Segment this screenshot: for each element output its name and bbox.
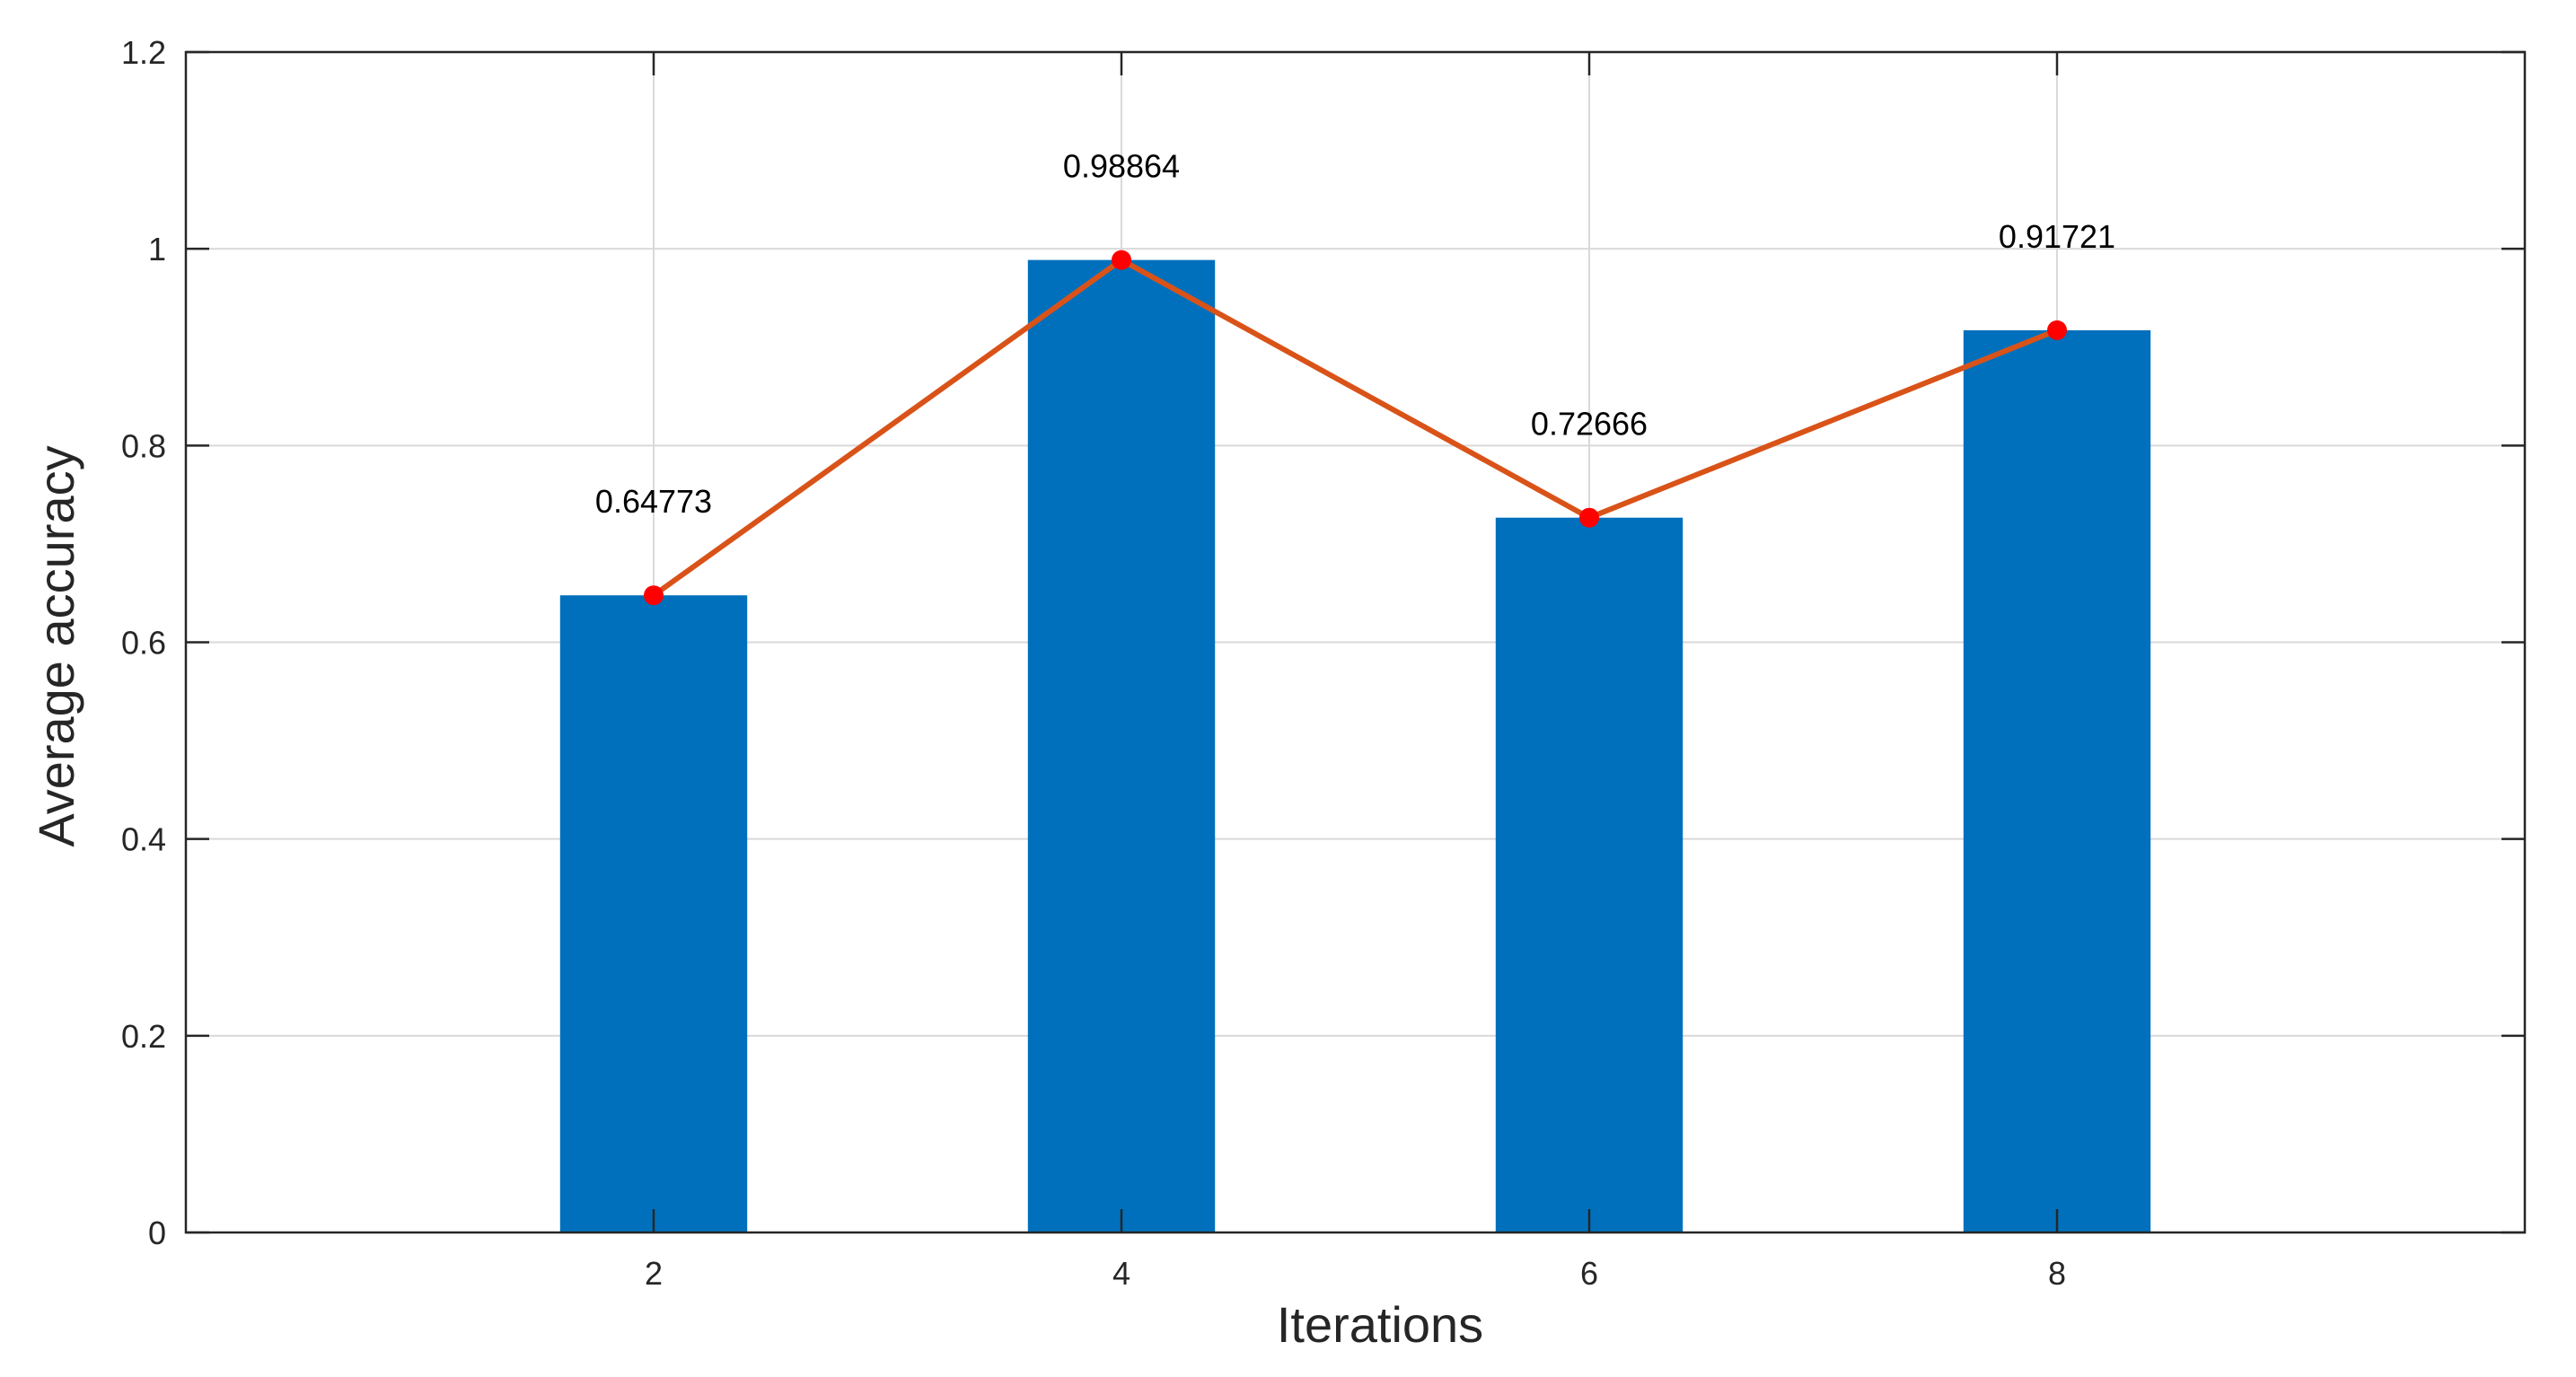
bar-8 [1963,329,2151,1232]
accuracy-line [652,257,2059,598]
y-tick-label: 0.8 [121,427,166,464]
axes-layer: 0 0.2 0.4 0.6 0.8 1 1.2 2 4 6 8 [121,34,2527,1292]
bar-4 [1027,259,1216,1232]
line-marker-8 [2047,320,2067,340]
y-tick-label: 0.6 [121,625,166,662]
x-tick-label: 2 [645,1255,663,1292]
line-marker-4 [1112,250,1131,270]
y-tick-label: 1.2 [121,34,166,71]
data-label: 0.64773 [595,483,712,520]
x-axis-title: Iterations [1277,1296,1483,1353]
y-tick-label: 1 [148,231,166,268]
bar-2 [559,595,748,1232]
x-tick-label: 4 [1112,1255,1130,1292]
bar-6 [1495,517,1684,1232]
data-label: 0.72666 [1531,406,1648,443]
y-tick-label: 0 [148,1215,166,1251]
x-tick-label: 8 [2048,1255,2066,1292]
bars-layer [559,259,2151,1232]
y-tick-label: 0.2 [121,1018,166,1055]
grid-layer [186,51,2525,1233]
data-label: 0.91721 [1999,218,2115,255]
y-axis-title: Average accuracy [28,445,84,846]
line-marker-2 [644,585,664,606]
x-tick-label: 6 [1580,1255,1598,1292]
line-marker-6 [1579,507,1599,528]
data-labels-layer: 0.64773 0.98864 0.72666 0.91721 [595,148,2115,521]
line-layer [644,250,2067,606]
data-label: 0.98864 [1063,148,1180,185]
y-tick-label: 0.4 [121,821,166,858]
